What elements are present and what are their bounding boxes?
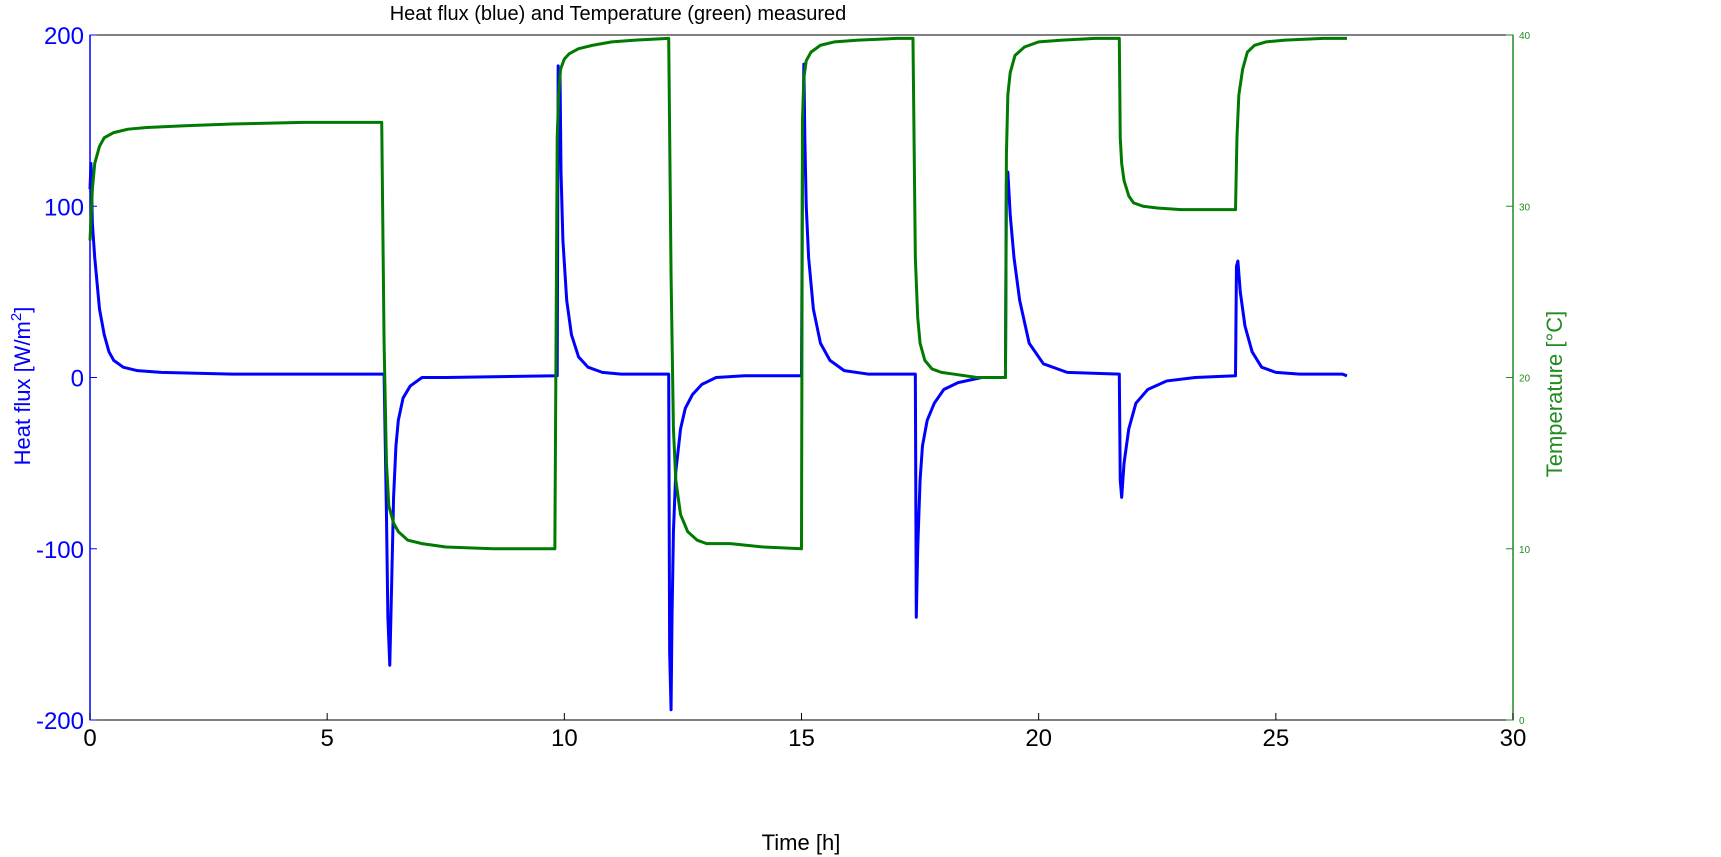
- y-right-tick-label: 30: [1519, 202, 1531, 213]
- x-tick-label: 25: [1262, 725, 1289, 752]
- temperature-series-line: [88, 36, 1347, 551]
- y-left-tick-label: -200: [36, 708, 84, 735]
- x-tick-label: 10: [551, 725, 578, 752]
- y-right-axis-ticks: 0 10 20 30 40: [1506, 31, 1531, 727]
- y-left-tick-label: 100: [44, 194, 84, 221]
- y-left-axis-label: Heat flux [W/m2]: [8, 307, 35, 466]
- x-tick-label: 5: [320, 725, 333, 752]
- x-tick-label: 15: [788, 725, 815, 752]
- y-left-tick-label: 0: [71, 366, 84, 393]
- x-tick-label: 20: [1025, 725, 1052, 752]
- y-left-axis-ticks: -200 -100 0 100 200: [36, 23, 97, 735]
- x-tick-label: 30: [1500, 725, 1527, 752]
- x-tick-label: 0: [83, 725, 96, 752]
- y-right-tick-label: 40: [1519, 31, 1531, 42]
- x-axis-label: Time [h]: [762, 830, 841, 855]
- y-right-tick-label: 20: [1519, 374, 1531, 385]
- y-right-tick-label: 10: [1519, 545, 1531, 556]
- y-right-axis-label: Temperature [°C]: [1542, 311, 1567, 478]
- y-left-label-superscript: 2: [8, 313, 25, 321]
- y-right-tick-label: 0: [1519, 716, 1525, 727]
- y-left-label-main: Heat flux [W/m: [10, 321, 35, 465]
- y-left-tick-label: -100: [36, 537, 84, 564]
- x-axis-ticks: 0 5 10 15 20 25 30: [83, 713, 1526, 752]
- chart-title: Heat flux (blue) and Temperature (green)…: [390, 3, 847, 25]
- series-layer: [88, 36, 1348, 712]
- y-left-tick-label: 200: [44, 23, 84, 50]
- y-left-label-close: ]: [10, 307, 35, 313]
- heat-flux-series-line: [88, 62, 1348, 712]
